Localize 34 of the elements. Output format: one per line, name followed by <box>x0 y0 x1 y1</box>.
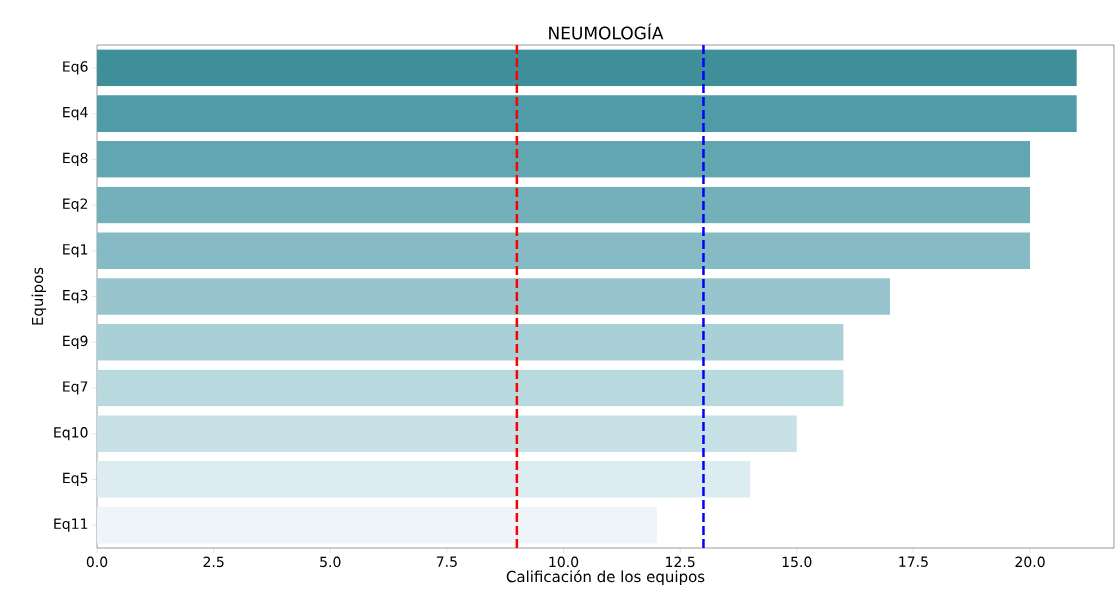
bar <box>97 141 1031 178</box>
y-tick-label: Eq5 <box>63 472 88 486</box>
bar <box>97 506 657 544</box>
x-tick-label: 17.5 <box>899 556 928 567</box>
bar <box>97 323 844 361</box>
bar <box>97 232 1031 270</box>
y-tick-label: Eq9 <box>63 335 88 349</box>
y-tick-label: Eq8 <box>63 152 88 166</box>
x-tick-label: 10.0 <box>549 556 579 568</box>
bar <box>97 461 751 498</box>
y-tick-label: Eq3 <box>63 289 88 304</box>
bar <box>97 369 844 407</box>
bar <box>97 95 1077 132</box>
bar <box>97 186 1031 224</box>
x-tick-label: 0.0 <box>86 556 108 568</box>
x-tick-label: 2.5 <box>203 556 224 568</box>
bar <box>97 49 1077 87</box>
y-tick-label: Eq6 <box>63 61 88 75</box>
x-tick-label: 7.5 <box>436 556 457 567</box>
x-tick-label: 20.0 <box>1015 556 1045 568</box>
bar <box>97 278 891 315</box>
chart-title: NEUMOLOGÍA <box>549 23 664 40</box>
x-tick-label: 5.0 <box>320 556 341 568</box>
y-tick-label: Eq2 <box>63 198 88 212</box>
y-tick-label: Eq4 <box>63 107 88 121</box>
bar <box>97 415 797 452</box>
y-tick-label: Eq1 <box>63 244 88 258</box>
y-tick-label: Eq7 <box>63 381 88 395</box>
y-tick-label: Eq10 <box>54 427 88 441</box>
y-tick-label: Eq11 <box>54 518 88 532</box>
x-axis-title: Calificación de los equipos <box>506 569 705 586</box>
x-tick-label: 15.0 <box>782 556 812 568</box>
x-tick-label: 12.5 <box>666 556 695 568</box>
y-axis-title: Equipos <box>31 267 47 325</box>
